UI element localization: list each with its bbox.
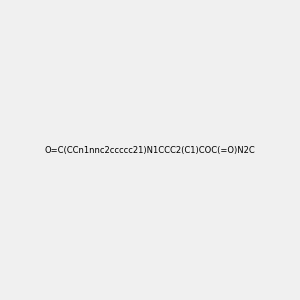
Text: O=C(CCn1nnc2ccccc21)N1CCC2(C1)COC(=O)N2C: O=C(CCn1nnc2ccccc21)N1CCC2(C1)COC(=O)N2C	[45, 146, 255, 154]
